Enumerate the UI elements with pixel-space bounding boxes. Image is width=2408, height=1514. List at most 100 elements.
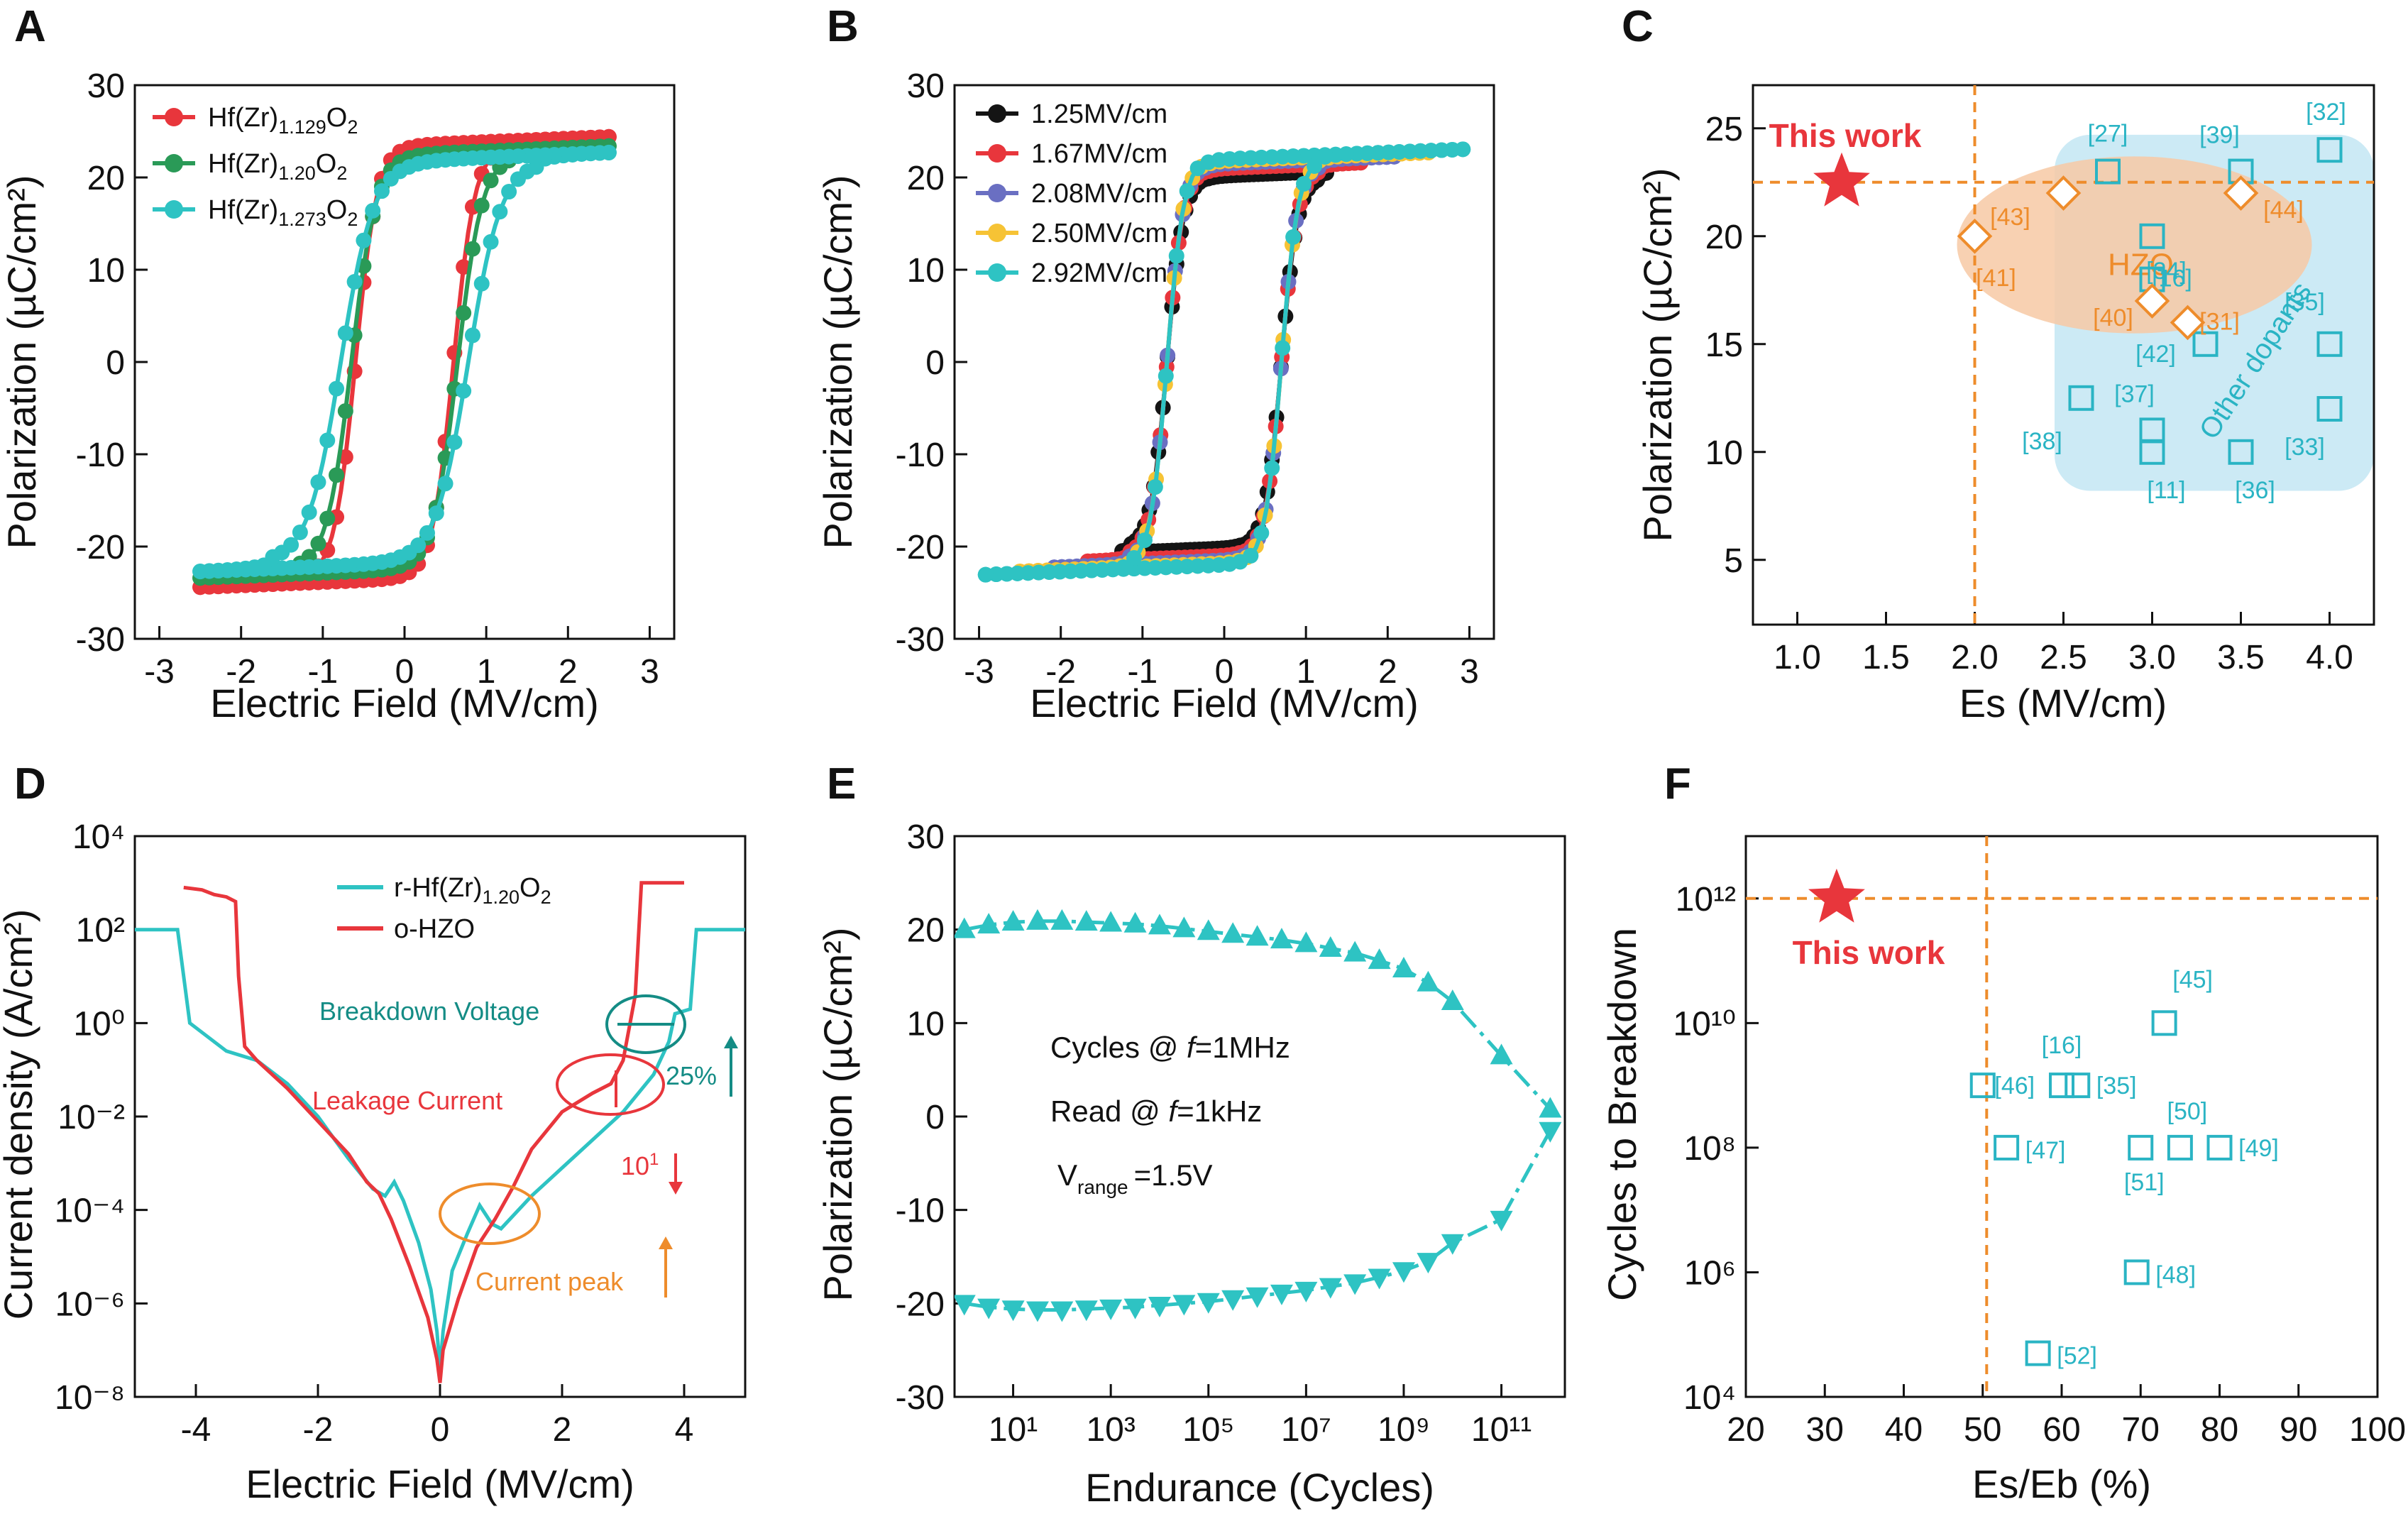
peak-arrowhead <box>659 1236 673 1249</box>
endurance-marker <box>1172 1295 1196 1316</box>
hzo-region <box>1957 156 2312 334</box>
y-tick-label: 10⁻⁶ <box>55 1285 125 1323</box>
data-point <box>1243 547 1259 564</box>
y-tick-label: -20 <box>76 529 125 566</box>
legend-label: 1.25MV/cm <box>1031 99 1167 129</box>
panel-d-ylabel: Current density (A/cm²) <box>0 909 40 1320</box>
x-tick-label: 3 <box>1460 653 1479 691</box>
data-point <box>492 204 508 220</box>
endurance-marker <box>955 1295 976 1316</box>
data-point <box>192 563 209 579</box>
data-point <box>1253 525 1270 541</box>
data-point <box>319 432 336 449</box>
endurance-marker <box>1490 1210 1513 1232</box>
y-tick-label: 0 <box>106 344 125 382</box>
ref-point <box>2206 1134 2233 1161</box>
y-tick-label: -30 <box>896 621 945 659</box>
x-tick-label: -2 <box>303 1411 334 1449</box>
legend-label: Hf(Zr)1.129O2 <box>208 103 358 138</box>
y-tick-label: 10⁴ <box>72 818 125 856</box>
ref-label: [16] <box>2152 265 2192 292</box>
legend-label: Hf(Zr)1.273O2 <box>208 195 358 230</box>
panel-f-ticks: 20 30 40 50 60 70 80 90 100 10⁴ 10⁶ 10⁸ 10¹⁰ 10¹² <box>1673 881 2406 1449</box>
endurance-marker <box>1441 989 1464 1011</box>
panel-e-read-text: Read @ f=1kHz <box>1050 1095 1262 1128</box>
legend-label: 1.67MV/cm <box>1031 139 1167 169</box>
data-point <box>1147 479 1163 495</box>
y-tick-label: -30 <box>896 1379 945 1417</box>
x-tick-label: -2 <box>226 653 256 691</box>
ref-label: [50] <box>2167 1098 2208 1125</box>
y-tick-label: 15 <box>1705 327 1743 364</box>
other-dopant-point <box>2316 331 2343 357</box>
data-point <box>1307 158 1323 174</box>
data-point <box>374 183 390 199</box>
endurance-marker <box>1099 911 1123 932</box>
y-tick-label: 10 <box>907 1005 945 1043</box>
data-point <box>383 170 399 187</box>
hzo-ref-label: [41] <box>1976 265 2016 292</box>
leakage-ellipse <box>556 1053 665 1116</box>
endurance-marker <box>977 913 1001 934</box>
legend-label: Hf(Zr)1.20O2 <box>208 149 347 184</box>
data-point <box>356 232 372 248</box>
legend-marker <box>988 144 1006 163</box>
x-tick-label: 0 <box>395 653 414 691</box>
endurance-marker <box>1099 1299 1123 1320</box>
y-tick-label: 10⁰ <box>73 1005 125 1043</box>
x-tick-label: 1.5 <box>1862 639 1910 676</box>
x-tick-label: -3 <box>144 653 175 691</box>
legend-label: 2.50MV/cm <box>1031 219 1167 248</box>
x-tick-label: 2 <box>553 1411 572 1449</box>
data-point <box>1136 532 1153 549</box>
panel-c-regions <box>1957 134 2374 491</box>
x-tick-label: 1 <box>477 653 496 691</box>
endurance-marker <box>1246 925 1269 946</box>
endurance-marker <box>1197 919 1220 940</box>
panel-f-cycles-to-breakdown: 20 30 40 50 60 70 80 90 100 10⁴ 10⁶ 10⁸ 10¹⁰ 10¹² [46… <box>1600 835 2406 1506</box>
panel-letter-d: D <box>14 759 46 808</box>
hysteresis-branch <box>1019 150 1429 574</box>
x-tick-label: 3.5 <box>2217 639 2265 676</box>
x-tick-label: 10⁷ <box>1281 1411 1331 1449</box>
ref-point <box>2167 1134 2193 1161</box>
ref-point <box>2128 1134 2154 1161</box>
x-tick-label: 10⁵ <box>1182 1411 1234 1449</box>
other-dopant-point <box>2316 137 2343 163</box>
x-tick-label: 10³ <box>1086 1411 1135 1449</box>
ref-label: [11] <box>2147 477 2185 504</box>
y-tick-label: -30 <box>76 621 125 659</box>
panel-letter-c: C <box>1622 2 1654 51</box>
data-point <box>428 505 444 522</box>
data-point <box>329 467 345 483</box>
data-point <box>329 380 345 397</box>
x-tick-label: 10⁹ <box>1378 1411 1430 1449</box>
this-work-star <box>1813 152 1870 207</box>
endurance-marker <box>1490 1043 1513 1065</box>
x-tick-label: 2.0 <box>1951 639 1999 676</box>
ref-point <box>2151 1010 2177 1036</box>
data-point <box>483 234 499 250</box>
y-tick-label: 10¹² <box>1676 881 1736 918</box>
endurance-marker <box>1539 1097 1562 1118</box>
data-point <box>301 504 317 520</box>
endurance-marker <box>1026 909 1049 930</box>
ref-label: [52] <box>2057 1343 2097 1370</box>
data-point <box>501 184 517 200</box>
ref-point <box>1994 1134 2020 1161</box>
x-tick-label: 90 <box>2280 1411 2317 1449</box>
endurance-marker <box>1343 940 1367 962</box>
endurance-marker <box>1050 1301 1074 1322</box>
x-tick-label: 1 <box>1297 653 1316 691</box>
data-point <box>1179 183 1195 199</box>
panel-a-ylabel: Polarization (µC/cm²) <box>0 175 44 549</box>
y-tick-label: 10 <box>1705 434 1743 472</box>
panel-letter-a: A <box>14 2 46 51</box>
y-tick-label: 30 <box>907 818 945 856</box>
pct-arrowhead <box>724 1036 738 1048</box>
legend-marker <box>988 224 1006 242</box>
endurance-marker <box>1343 1274 1367 1295</box>
endurance-marker <box>1270 928 1293 949</box>
ref-point <box>2025 1340 2051 1366</box>
